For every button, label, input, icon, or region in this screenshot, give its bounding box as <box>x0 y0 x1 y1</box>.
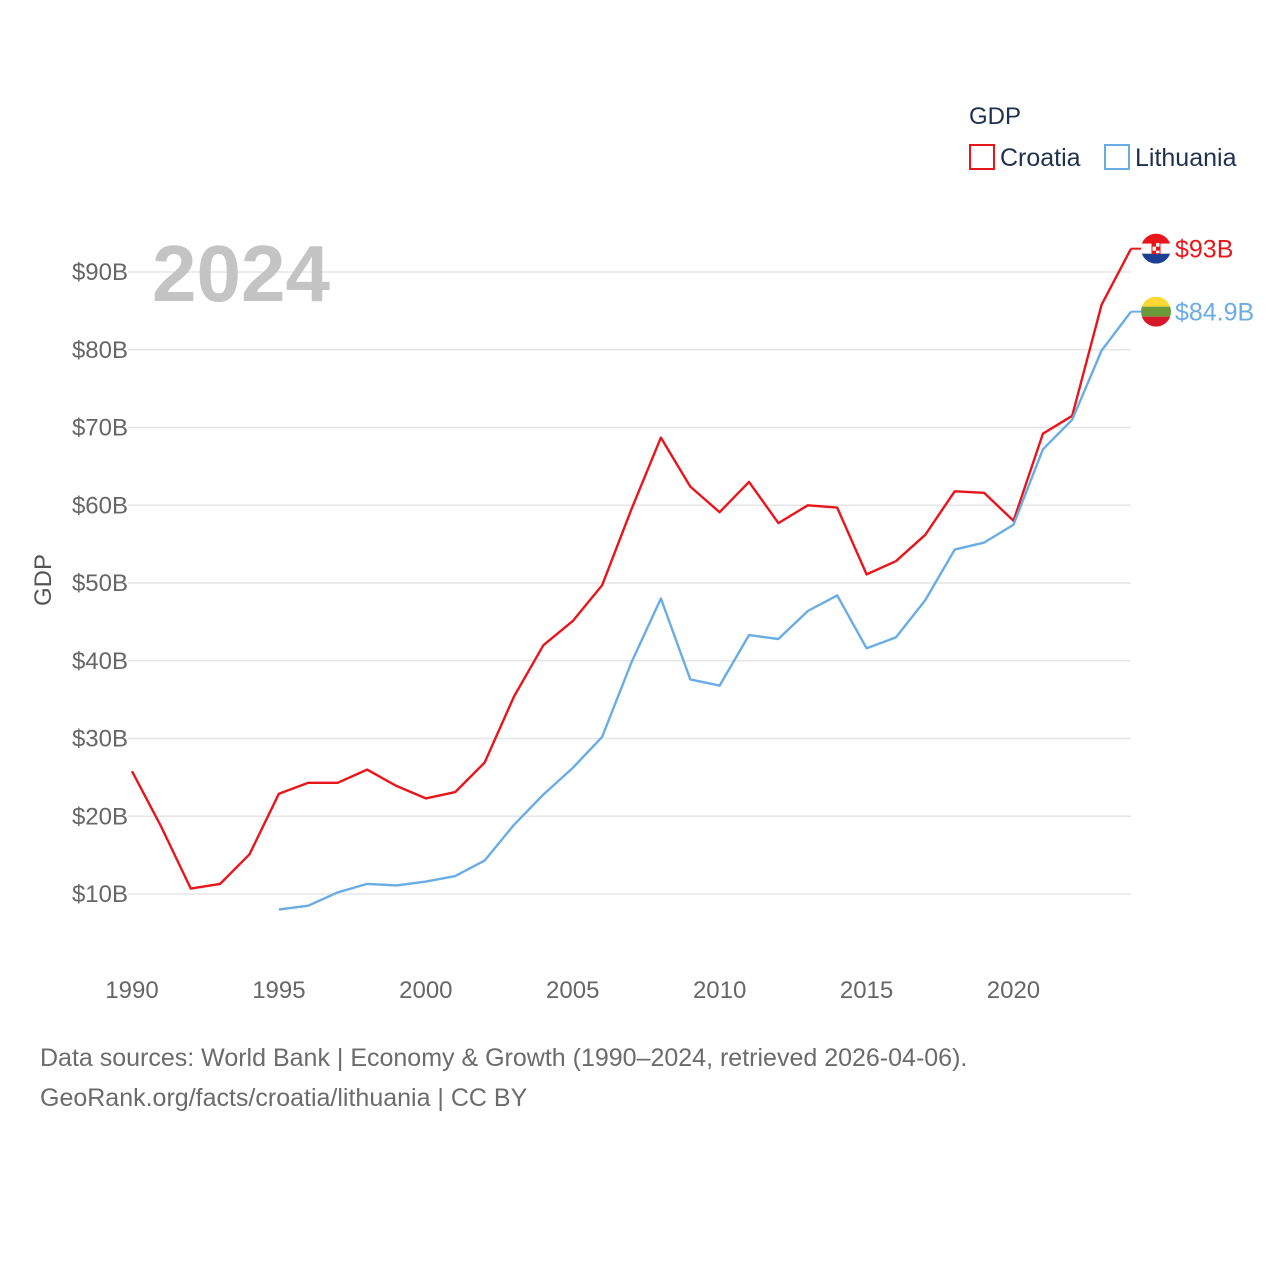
line-chart: $10B $20B $30B $40B $50B $60B $70B $80B $90B 199… <box>30 103 1254 1004</box>
end-label-lithuania: $84.9B <box>1175 299 1254 327</box>
y-tick-label: $50B <box>72 570 128 597</box>
x-axis-ticks: 1990 1995 2000 2005 2010 2015 2020 <box>105 977 1040 1004</box>
legend[interactable]: GDP Croatia Lithuania <box>969 103 1237 172</box>
x-tick-label: 1990 <box>105 977 158 1004</box>
legend-swatch-croatia <box>969 144 995 170</box>
x-tick-label: 2015 <box>840 977 893 1004</box>
grid-lines <box>128 271 1131 895</box>
legend-label-lithuania: Lithuania <box>1135 144 1237 172</box>
x-tick-label: 2005 <box>546 977 599 1004</box>
lithuania-flag-icon <box>1141 296 1171 327</box>
y-tick-label: $40B <box>72 648 128 675</box>
end-label-croatia: $93B <box>1175 236 1233 264</box>
legend-item-croatia[interactable]: Croatia <box>969 144 1081 172</box>
y-axis-ticks: $10B $20B $30B $40B $50B $60B $70B $80B $90B <box>72 259 128 908</box>
x-tick-label: 2000 <box>399 977 452 1004</box>
y-tick-label: $80B <box>72 337 128 364</box>
legend-title: GDP <box>969 103 1021 130</box>
y-tick-label: $20B <box>72 803 128 830</box>
y-tick-label: $70B <box>72 415 128 442</box>
series-line-croatia <box>130 248 1133 890</box>
x-tick-label: 1995 <box>252 977 305 1004</box>
y-tick-label: $30B <box>72 726 128 753</box>
footer-sources: Data sources: World Bank | Economy & Gro… <box>40 1044 968 1072</box>
end-labels: $93B $84.9B <box>1131 233 1254 327</box>
croatia-flag-icon <box>1141 233 1171 264</box>
x-tick-label: 2010 <box>693 977 746 1004</box>
footer-attribution: GeoRank.org/facts/croatia/lithuania | CC… <box>40 1084 528 1112</box>
legend-label-croatia: Croatia <box>1000 144 1081 172</box>
legend-swatch-lithuania <box>1104 144 1130 170</box>
y-axis-label: GDP <box>30 554 57 606</box>
chart-title-year: 2024 <box>152 229 330 318</box>
y-tick-label: $90B <box>72 259 128 286</box>
y-tick-label: $10B <box>72 881 128 908</box>
series-line-lithuania <box>278 310 1132 911</box>
legend-item-lithuania[interactable]: Lithuania <box>1104 144 1237 172</box>
y-tick-label: $60B <box>72 492 128 519</box>
series-lines <box>130 248 1133 911</box>
x-tick-label: 2020 <box>987 977 1040 1004</box>
